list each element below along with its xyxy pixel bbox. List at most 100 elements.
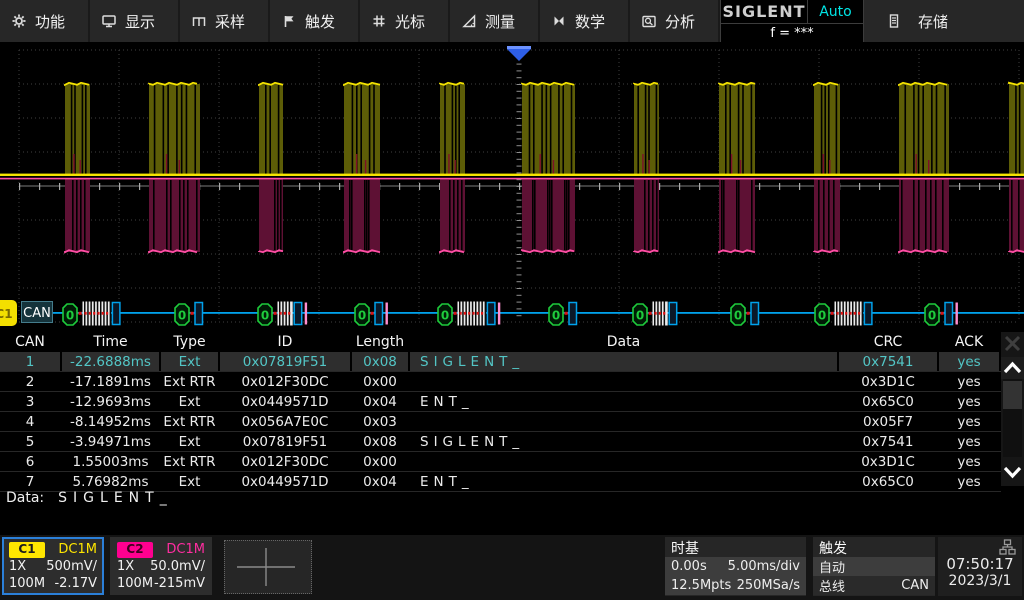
timebase-samplerate: 250MSa/s — [736, 578, 800, 593]
table-cell: 0x012F30DC — [220, 452, 352, 471]
channel1-probe: 1X — [9, 559, 27, 574]
table-cell: 0x07819F51 — [220, 432, 352, 451]
acquisition-status[interactable]: Auto — [819, 3, 852, 20]
table-row[interactable]: 7 5.76982ms Ext 0x0449571D 0x04 ENT_ 0x65C0 yes — [0, 472, 1001, 492]
table-cell: yes — [939, 352, 1001, 371]
menu-item-measure[interactable]: 测量 — [450, 0, 540, 42]
table-row[interactable]: 3 -12.9693ms Ext 0x0449571D 0x04 ENT_ 0x65C0 ye… — [0, 392, 1001, 412]
decode-table: CAN Time Type ID Length Data CRC ACK 1 -2… — [0, 332, 1001, 492]
network-icon — [999, 539, 1016, 555]
table-row[interactable]: 6 1.55003ms Ext RTR 0x012F30DC 0x00 0x3D1C yes — [0, 452, 1001, 472]
channel2-offset: -215mV — [153, 576, 205, 591]
table-cell: 2 — [0, 372, 62, 391]
timebase-descriptor[interactable]: 时基 0.00s 5.00ms/div 12.5Mpts 250MSa/s — [665, 537, 806, 596]
col-header-ack: ACK — [939, 332, 1001, 352]
table-row[interactable]: 1 -22.6888ms Ext 0x07819F51 0x08 SIGLENT_ 0x75… — [0, 352, 1001, 372]
close-icon[interactable] — [1001, 332, 1024, 355]
table-cell: yes — [939, 412, 1001, 431]
table-cell — [410, 372, 839, 391]
table-cell: 5 — [0, 432, 62, 451]
table-cell: ENT_ — [410, 472, 839, 491]
table-cell: 0x012F30DC — [220, 372, 352, 391]
table-body: 1 -22.6888ms Ext 0x07819F51 0x08 SIGLENT_ 0x75… — [0, 352, 1001, 492]
table-cell: -3.94971ms — [62, 432, 161, 451]
table-cell: 0x00 — [352, 372, 410, 391]
table-cell: 0x0449571D — [220, 392, 352, 411]
clock-time: 07:50:17 — [946, 555, 1014, 573]
table-cell: 0x08 — [352, 432, 410, 451]
col-header-length: Length — [352, 332, 410, 352]
table-cell: yes — [939, 452, 1001, 471]
menu-item-label: 触发 — [305, 12, 336, 31]
menu-item-trigger[interactable]: 触发 — [270, 0, 360, 42]
timebase-scale: 5.00ms/div — [727, 559, 800, 574]
menu-item-cursor[interactable]: 光标 — [360, 0, 450, 42]
svg-text:0: 0 — [261, 309, 269, 323]
channel1-bandwidth: 100M — [9, 576, 46, 591]
table-cell: 1.55003ms — [62, 452, 161, 471]
menu-item-label: 数学 — [575, 12, 606, 31]
cursor-grid-icon — [373, 15, 385, 27]
channel2-descriptor[interactable]: C2 DC1M 1X 50.0mV/ 100M -215mV — [110, 537, 212, 595]
trigger-source: 总线 — [819, 580, 846, 595]
table-cell: yes — [939, 432, 1001, 451]
menu-item-label: 存储 — [918, 12, 949, 31]
menu-item-analysis[interactable]: 分析 — [630, 0, 720, 42]
table-cell: 0x05F7 — [839, 412, 939, 431]
table-cell: 0x7541 — [839, 432, 939, 451]
scrollbar-thumb[interactable] — [1003, 381, 1022, 409]
trigger-frequency: f = *** — [770, 25, 814, 41]
menu-item-function[interactable]: 功能 — [0, 0, 90, 42]
menu-item-math[interactable]: 数学 — [540, 0, 630, 42]
svg-text:0: 0 — [734, 309, 742, 323]
channel2-bandwidth: 100M — [117, 576, 154, 591]
svg-text:0: 0 — [636, 309, 644, 323]
table-cell: 7 — [0, 472, 62, 491]
trigger-title: 触发 — [819, 541, 847, 557]
trigger-descriptor[interactable]: 触发 自动 总线 CAN — [813, 537, 935, 596]
table-cell: 0x3D1C — [839, 452, 939, 471]
add-channel-box[interactable] — [224, 540, 312, 594]
svg-text:CAN: CAN — [23, 306, 51, 321]
menu-item-sampling[interactable]: 采样 — [180, 0, 270, 42]
table-cell — [410, 452, 839, 471]
display-icon — [102, 15, 116, 28]
math-icon — [554, 16, 564, 26]
clock-date: 2023/3/1 — [948, 573, 1012, 589]
menu-item-display[interactable]: 显示 — [90, 0, 180, 42]
table-row[interactable]: 5 -3.94971ms Ext 0x07819F51 0x08 SIGLENT_ 0x75… — [0, 432, 1001, 452]
table-cell: 0x00 — [352, 452, 410, 471]
scroll-down-icon[interactable] — [1001, 459, 1024, 484]
table-cell: yes — [939, 372, 1001, 391]
table-cell — [410, 412, 839, 431]
data-readout: Data: SIGLENT_ — [0, 487, 1024, 509]
menu-item-storage[interactable]: 存储 — [864, 0, 1024, 42]
table-scroll-rail — [1001, 332, 1024, 486]
storage-icon — [889, 14, 899, 28]
table-cell: Ext RTR — [161, 452, 220, 471]
status-bar: C1 DC1M 1X 500mV/ 100M -2.17V C2 DC1M 1X… — [0, 535, 1024, 600]
table-cell: 1 — [0, 352, 62, 371]
svg-text:0: 0 — [358, 309, 366, 323]
table-cell: 0x08 — [352, 352, 410, 371]
scroll-up-icon[interactable] — [1001, 357, 1024, 379]
table-cell: 0x07819F51 — [220, 352, 352, 371]
menu-item-label: 光标 — [395, 12, 426, 31]
gear-icon — [12, 14, 26, 28]
table-cell: 6 — [0, 452, 62, 471]
table-row[interactable]: 4 -8.14952ms Ext RTR 0x056A7E0C 0x03 0x05F7 ye… — [0, 412, 1001, 432]
menu-item-label: 测量 — [485, 12, 516, 31]
col-header-crc: CRC — [839, 332, 939, 352]
table-cell: 0x65C0 — [839, 392, 939, 411]
svg-text:0: 0 — [66, 309, 74, 323]
table-row[interactable]: 2 -17.1891ms Ext RTR 0x012F30DC 0x00 0x3D1C ye… — [0, 372, 1001, 392]
table-cell: 0x056A7E0C — [220, 412, 352, 431]
timebase-delay: 0.00s — [671, 559, 707, 574]
brand-box: SIGLENT Auto f = *** — [720, 0, 864, 42]
waveform-svg[interactable]: C1 CAN 0 0 0 0 0 0 0 0 0 0 — [0, 42, 1024, 332]
channel2-badge: C2 — [117, 541, 153, 558]
data-value: SIGLENT_ — [58, 490, 173, 506]
timebase-title: 时基 — [671, 541, 699, 557]
channel1-descriptor[interactable]: C1 DC1M 1X 500mV/ 100M -2.17V — [2, 537, 104, 595]
